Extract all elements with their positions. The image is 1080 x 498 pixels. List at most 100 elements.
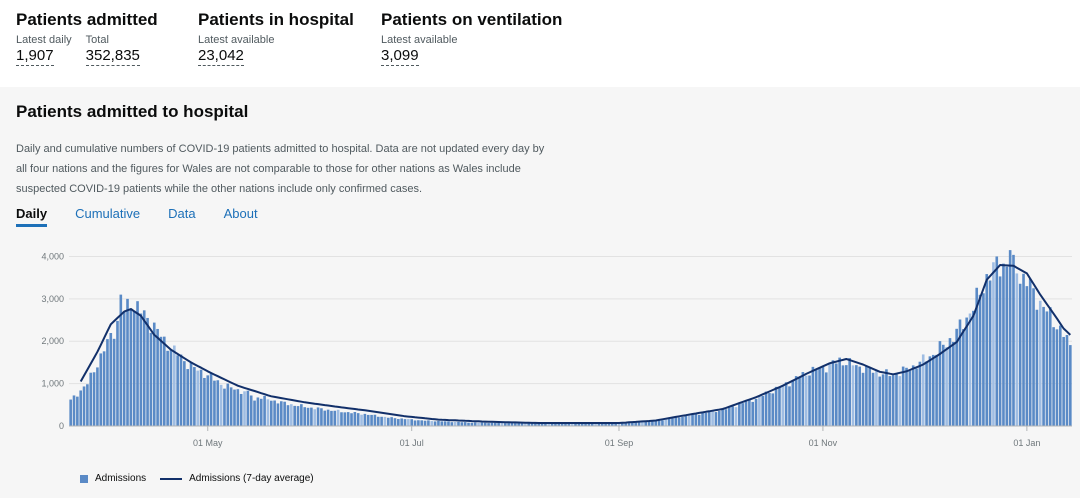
bar-admissions — [149, 332, 153, 426]
bar-admissions — [166, 350, 169, 426]
bar-admissions — [246, 390, 250, 426]
bar-admissions — [788, 386, 791, 426]
bar-admissions — [79, 390, 83, 426]
legend-average[interactable]: Admissions (7-day average) — [189, 473, 314, 484]
bar-admissions — [778, 387, 781, 426]
bar-admissions — [400, 418, 403, 426]
bar-admissions — [109, 333, 113, 426]
bar-admissions — [995, 256, 999, 426]
bar-admissions — [744, 401, 748, 426]
bar-admissions — [196, 370, 200, 426]
bar-admissions — [82, 386, 86, 426]
bar-admissions — [661, 420, 664, 426]
bar-admissions — [948, 338, 952, 426]
ventilation-value[interactable]: 3,099 — [381, 47, 419, 66]
bar-admissions — [584, 423, 587, 426]
bar-admissions — [510, 422, 514, 426]
card-description: Daily and cumulative numbers of COVID-19… — [16, 143, 545, 195]
admitted-total: Total 352,835 — [85, 34, 140, 66]
legend-line-swatch — [160, 477, 183, 480]
bar-admissions — [687, 415, 691, 426]
admissions-card: Patients admitted to hospital Daily and … — [0, 87, 1080, 498]
bar-admissions — [885, 369, 888, 426]
bar-admissions — [363, 413, 367, 426]
bar-admissions — [614, 423, 617, 426]
bar-admissions — [600, 422, 604, 426]
bar-admissions — [717, 410, 721, 426]
bar-admissions — [761, 395, 765, 426]
bar-admissions — [179, 354, 183, 426]
bar-admissions — [988, 280, 992, 426]
bar-admissions — [774, 386, 778, 426]
bar-admissions — [868, 367, 872, 426]
headline-summary: Patients admitted Latest daily 1,907 Tot… — [0, 0, 1080, 86]
bar-admissions — [423, 420, 427, 426]
bar-admissions — [1025, 286, 1029, 426]
bar-admissions — [443, 421, 447, 426]
bar-admissions — [741, 403, 744, 426]
bar-admissions — [938, 341, 942, 426]
headline-in-hospital: Patients in hospital Latest available 23… — [198, 10, 354, 66]
bar-admissions — [286, 405, 290, 426]
bar-admissions — [634, 422, 637, 426]
bar-admissions — [617, 423, 621, 426]
bar-admissions — [724, 409, 728, 426]
bar-admissions — [256, 397, 260, 426]
bar-admissions — [814, 370, 818, 426]
bar-admissions — [236, 389, 240, 426]
bar-admissions — [674, 416, 678, 426]
bar-admissions — [637, 421, 641, 426]
bar-admissions — [403, 419, 407, 426]
bar-admissions — [771, 393, 775, 426]
bar-admissions — [343, 412, 347, 426]
tab-data[interactable]: Data — [168, 206, 196, 221]
bar-admissions — [838, 357, 841, 426]
bar-admissions — [728, 406, 731, 426]
bar-admissions — [136, 301, 139, 426]
bar-admissions — [1008, 250, 1012, 426]
in-hospital-metric: Latest available 23,042 — [198, 34, 274, 66]
bar-admissions — [962, 329, 965, 426]
bar-admissions — [677, 417, 681, 426]
bar-admissions — [313, 409, 317, 426]
bar-admissions — [386, 417, 390, 426]
tab-about[interactable]: About — [223, 206, 258, 221]
tab-cumulative[interactable]: Cumulative — [75, 206, 141, 221]
bar-admissions — [320, 408, 323, 426]
bar-admissions — [487, 423, 490, 426]
bar-admissions — [550, 423, 554, 426]
bar-admissions — [901, 366, 905, 426]
bar-admissions — [1045, 311, 1049, 426]
bar-admissions — [72, 395, 76, 426]
tab-daily[interactable]: Daily — [16, 206, 48, 227]
y-tick-label: 4,000 — [41, 251, 64, 261]
bar-admissions — [500, 422, 504, 426]
bar-admissions — [269, 400, 273, 426]
bar-admissions — [567, 423, 571, 426]
bar-admissions — [1069, 345, 1072, 426]
legend-admissions[interactable]: Admissions — [95, 473, 147, 484]
bar-admissions — [781, 384, 785, 426]
bar-admissions — [493, 422, 497, 426]
bar-admissions — [828, 363, 831, 426]
bar-admissions — [233, 389, 236, 426]
bar-admissions — [263, 395, 266, 426]
admitted-latest-value[interactable]: 1,907 — [16, 47, 54, 66]
in-hospital-value[interactable]: 23,042 — [198, 47, 244, 66]
line-7-day-average — [79, 264, 1071, 424]
bar-admissions — [477, 422, 480, 426]
bar-admissions — [457, 421, 460, 426]
x-tick-label: 01 Jan — [1013, 438, 1040, 448]
bar-admissions — [537, 423, 541, 426]
bar-admissions — [607, 423, 611, 426]
bar-admissions — [193, 367, 196, 426]
bar-admissions — [116, 320, 119, 426]
admitted-total-value[interactable]: 352,835 — [85, 47, 140, 66]
bar-admissions — [316, 407, 320, 426]
bar-admissions — [330, 410, 333, 426]
bar-admissions — [992, 262, 995, 426]
bar-admissions — [834, 363, 838, 426]
bar-admissions — [1055, 329, 1059, 426]
bar-admissions — [249, 395, 253, 426]
bar-admissions — [534, 423, 537, 426]
